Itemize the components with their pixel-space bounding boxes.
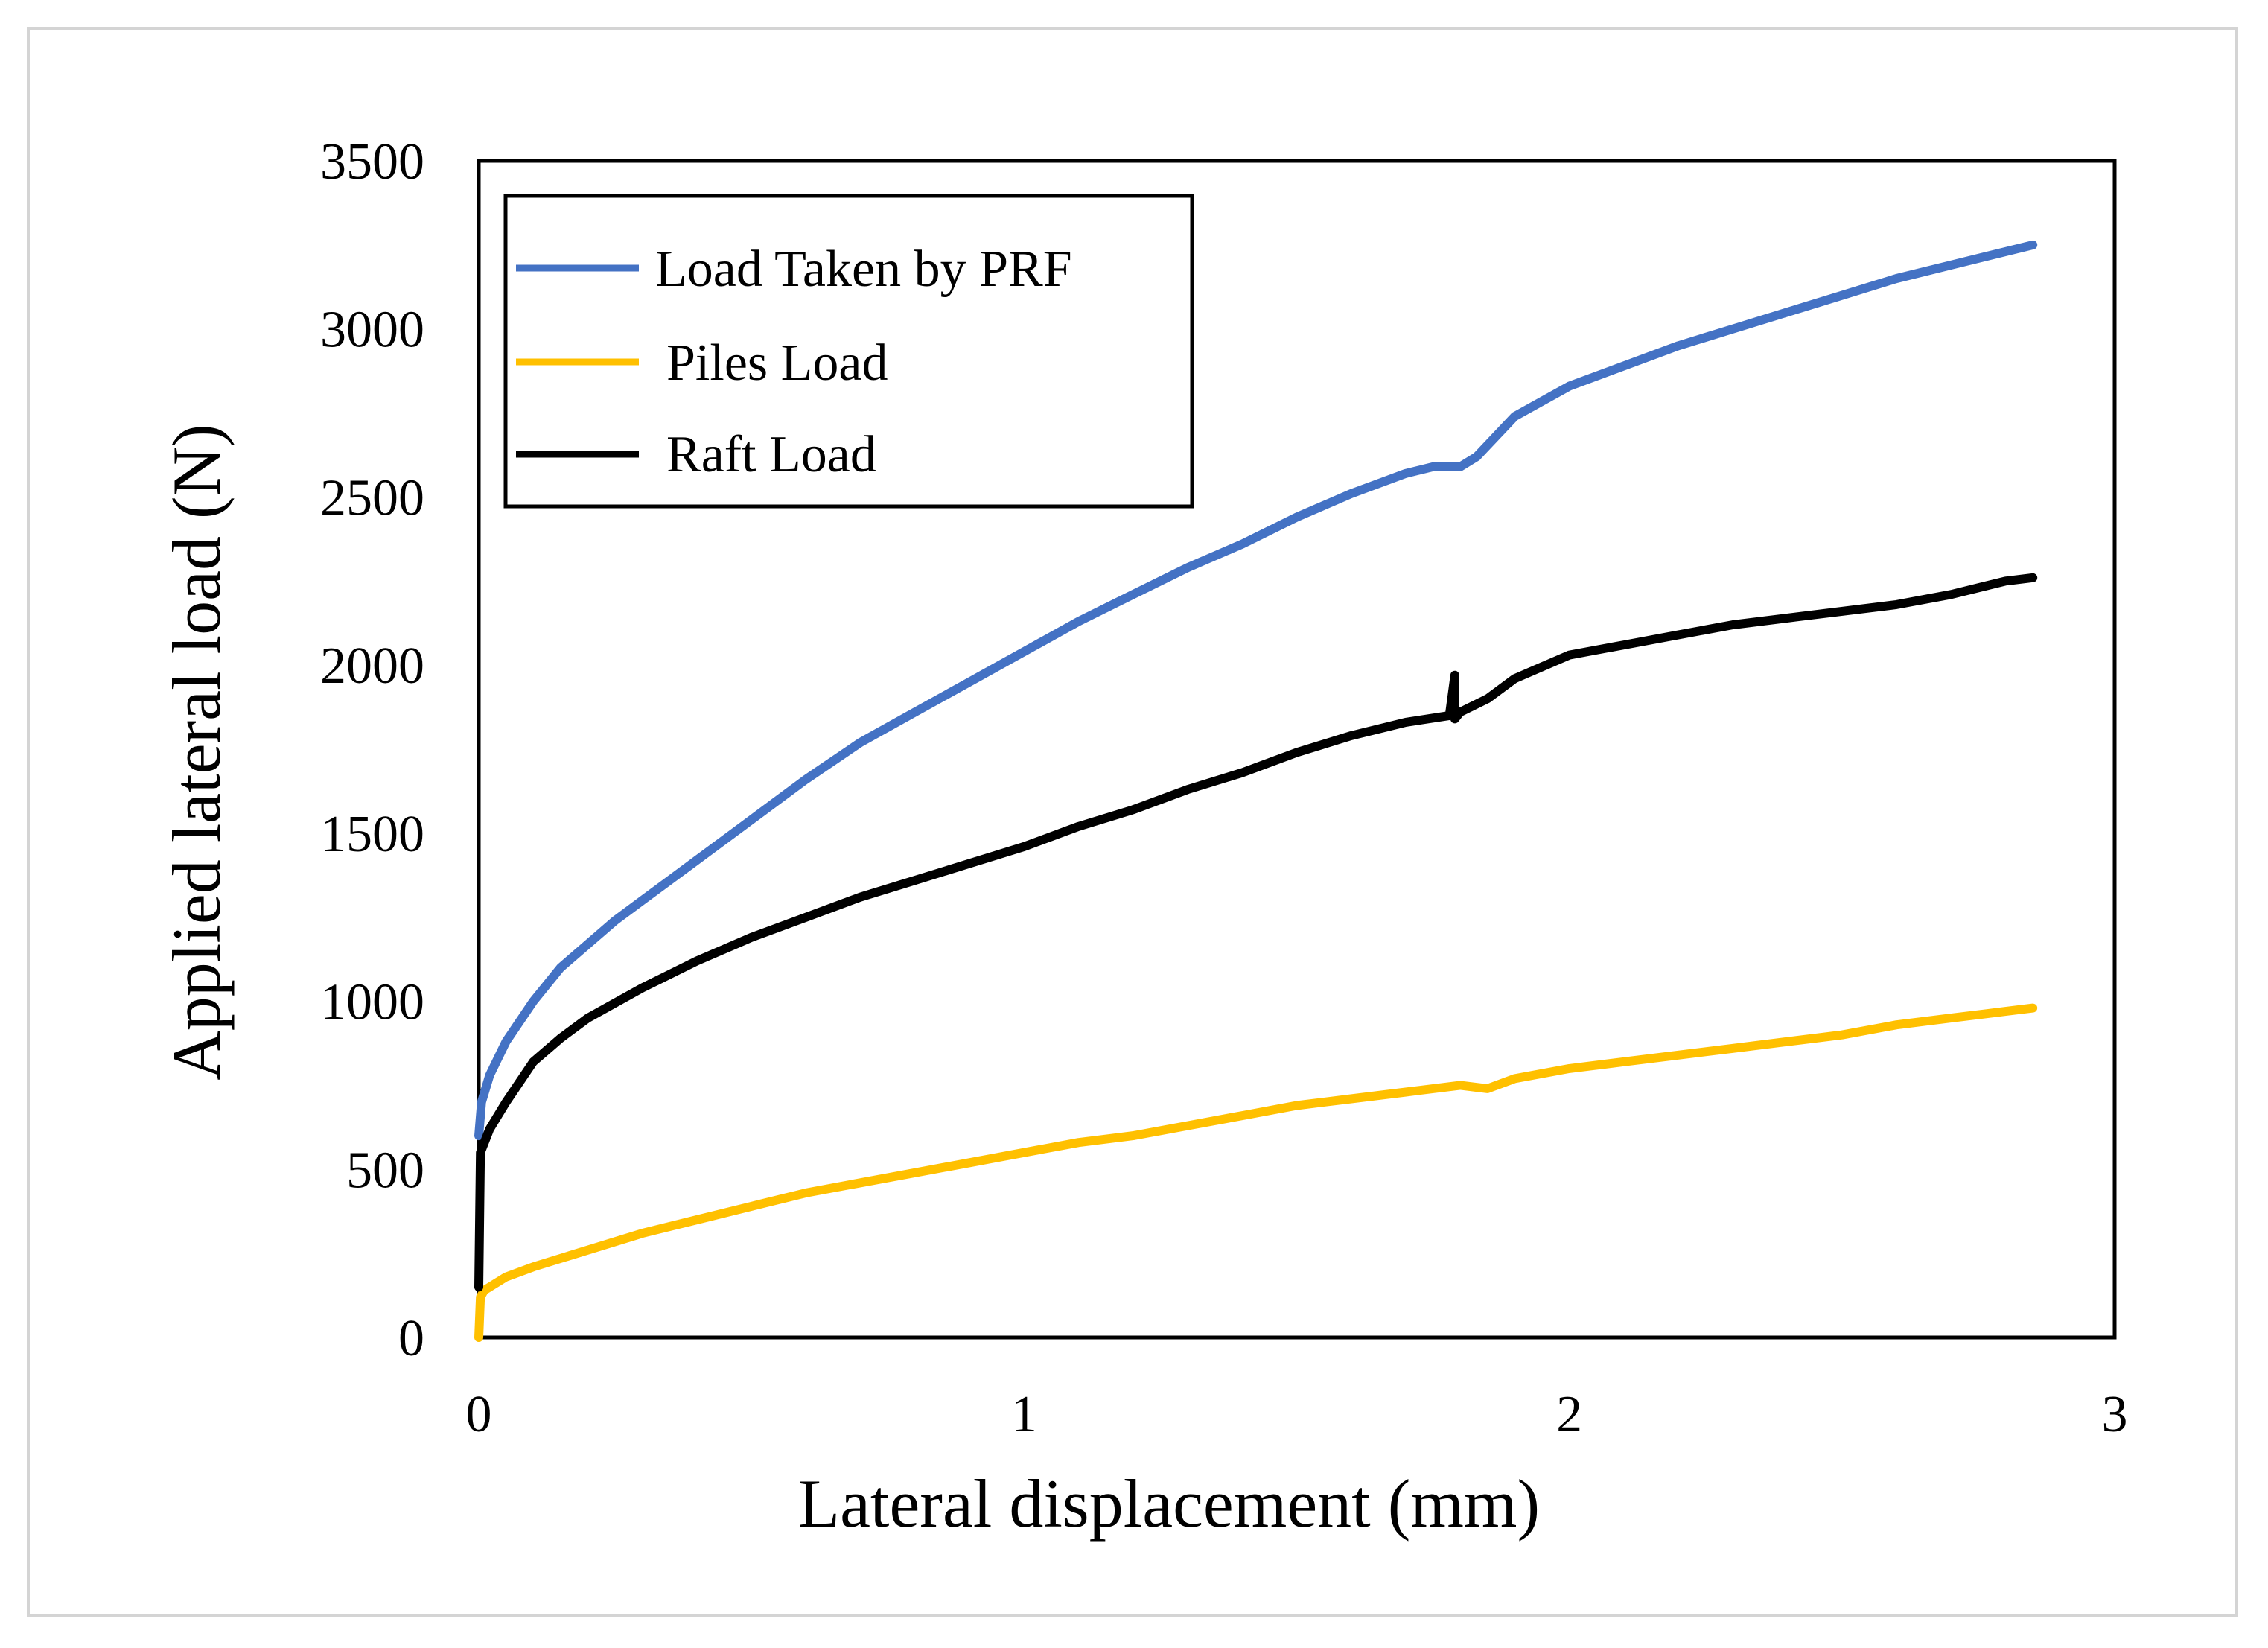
y-tick-label: 2000 [320, 637, 424, 695]
y-tick-label: 3000 [320, 302, 424, 359]
y-tick-label: 0 [398, 1310, 424, 1367]
x-tick-labels: 0 1 2 3 [466, 1386, 2128, 1443]
series-line-prf [474, 240, 2038, 1141]
series-line-piles [474, 1003, 2038, 1342]
legend: Load Taken by PRF Piles Load Raft Load [503, 194, 1194, 509]
y-tick-label: 500 [346, 1142, 424, 1199]
x-axis-title: Lateral displacement (mm) [798, 1466, 1540, 1542]
x-tick-label: 1 [1011, 1386, 1037, 1443]
legend-label-prf: Load Taken by PRF [655, 241, 1072, 298]
y-axis-title: Applied lateral load (N) [159, 424, 235, 1080]
legend-label-piles: Piles Load [666, 334, 888, 392]
x-tick-label: 3 [2102, 1386, 2128, 1443]
y-tick-label: 2500 [320, 469, 424, 526]
x-tick-label: 2 [1556, 1386, 1582, 1443]
x-tick-label: 0 [466, 1386, 492, 1443]
series-layer [474, 240, 2038, 1342]
y-tick-label: 1500 [320, 806, 424, 863]
y-tick-label: 3500 [320, 133, 424, 191]
y-tick-labels: 0 500 1000 1500 2000 2500 3000 3500 [320, 133, 424, 1367]
series-line-raft [474, 573, 2038, 1292]
y-tick-label: 1000 [320, 974, 424, 1031]
legend-label-raft: Raft Load [666, 426, 876, 483]
